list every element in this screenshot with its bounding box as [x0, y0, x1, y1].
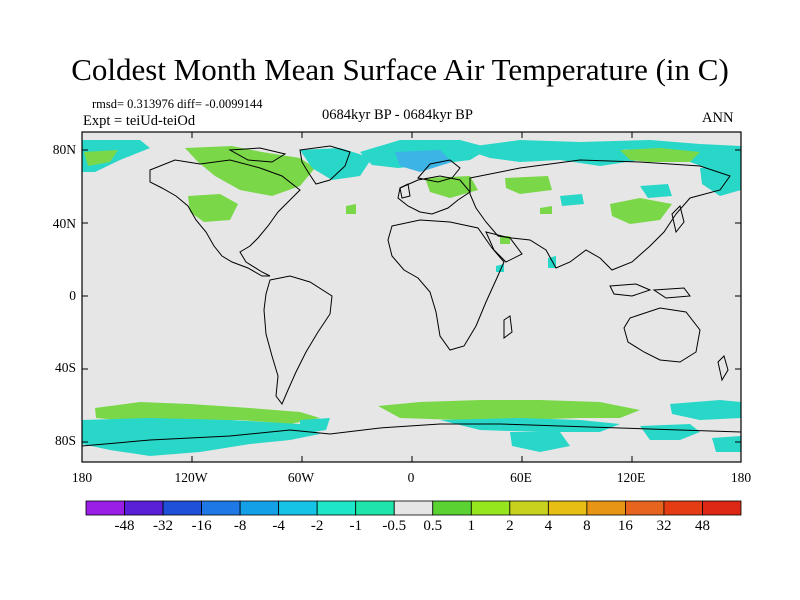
- lat-tick-label: 40N: [52, 216, 76, 231]
- lon-tick-label: 180: [730, 470, 752, 485]
- lon-tick-label: 120W: [174, 470, 208, 485]
- new-zealand-coast: [717, 355, 729, 382]
- anomaly-region-positive: [620, 148, 700, 162]
- lon-tick-label: 180: [71, 470, 93, 485]
- colorbar-label: -4: [272, 518, 285, 534]
- anomaly-region-positive: [185, 146, 315, 196]
- anomaly-region-positive: [188, 194, 238, 222]
- greenland-coast: [299, 145, 351, 185]
- colorbar-swatch: [316, 500, 357, 516]
- anomaly-region-positive: [378, 400, 640, 420]
- north-america-coast: [149, 159, 301, 277]
- colorbar-label: 0.5: [423, 518, 443, 534]
- axis-ticks: [82, 132, 741, 462]
- arctic-islands-coast: [228, 147, 287, 163]
- colorbar-swatch: [509, 500, 549, 516]
- colorbar-label: 1: [467, 518, 476, 534]
- colorbar-swatch: [586, 500, 626, 516]
- season-label: ANN: [702, 110, 734, 126]
- colorbar-label: 2: [506, 518, 514, 534]
- colorbar-swatch: [663, 500, 703, 516]
- colorbar-label: 4: [544, 518, 553, 534]
- anomaly-region-negative: [700, 166, 741, 196]
- anomaly-region-negative: [300, 418, 330, 434]
- colorbar-swatch: [470, 500, 511, 516]
- colorbar-label: 32: [656, 518, 672, 534]
- period-label: 0684kyr BP - 0684kyr BP: [322, 107, 473, 123]
- colorbar-label: -1: [349, 518, 362, 534]
- coastlines: [81, 145, 742, 447]
- colorbar-swatch: [393, 500, 434, 516]
- anomaly-region-positive: [346, 204, 356, 214]
- madagascar-coast: [503, 315, 513, 339]
- lon-tick-label: 0: [407, 470, 415, 485]
- colorbar-swatch: [702, 500, 742, 516]
- british-isles-coast: [399, 183, 411, 199]
- anomaly-region-negative: [510, 432, 570, 452]
- chart-title: Coldest Month Mean Surface Air Temperatu…: [71, 52, 729, 87]
- anomaly-region-negative: [460, 140, 640, 166]
- scandinavia-coast: [417, 159, 461, 183]
- lon-tick-label: 60W: [287, 470, 315, 485]
- anomaly-region-negative: [640, 424, 700, 440]
- colorbar-label: 16: [617, 518, 633, 534]
- africa-coast: [387, 219, 505, 351]
- lon-tick-label: 120E: [616, 470, 646, 485]
- anomaly-region-positive: [500, 236, 510, 244]
- colorbar-swatch: [625, 500, 665, 516]
- colorbar-label: -32: [153, 518, 174, 534]
- indonesia-coast: [609, 283, 652, 297]
- colorbar-swatch: [85, 500, 125, 516]
- south-america-coast: [263, 275, 333, 405]
- antarctica-coast: [81, 423, 742, 447]
- colorbar-swatch: [355, 500, 395, 516]
- anomaly-region-negative: [640, 184, 672, 198]
- colorbar-label: -8: [233, 518, 247, 534]
- colorbar-label: 8: [583, 518, 591, 534]
- arabia-coast: [485, 231, 523, 263]
- lat-tick-label: 80N: [52, 142, 76, 157]
- europe-coast: [397, 175, 471, 215]
- australia-coast: [623, 307, 701, 363]
- colorbar-swatch: [162, 500, 202, 516]
- new-guinea-coast: [652, 287, 691, 299]
- anomaly-region-negative: [300, 148, 372, 180]
- lat-tick-label: 80S: [54, 433, 76, 448]
- anomaly-region-negative: [560, 194, 584, 206]
- colorbar-swatch: [547, 500, 588, 516]
- anomaly-region-negative: [712, 436, 741, 452]
- japan-coast: [671, 205, 685, 234]
- asia-coast: [469, 159, 731, 271]
- rmsd-diff-label: rmsd= 0.313976 diff= -0.0099144: [92, 97, 263, 111]
- lon-tick-label: 60E: [510, 470, 532, 485]
- colorbar-label: -0.5: [382, 518, 407, 534]
- colorbar-label: 48: [694, 518, 710, 534]
- colorbar-swatch: [432, 500, 472, 516]
- colorbar: [85, 500, 742, 516]
- colorbar-swatch: [124, 500, 164, 516]
- anomaly-region-positive: [505, 176, 552, 194]
- anomaly-region-positive: [610, 198, 672, 224]
- experiment-label: Expt = teiUd-teiOd: [83, 113, 196, 129]
- colorbar-swatch: [278, 500, 318, 516]
- colorbar-label: -2: [310, 518, 324, 534]
- lat-tick-label: 40S: [54, 360, 76, 375]
- anomaly-region-negative: [670, 400, 741, 420]
- anomaly-region-positive: [84, 150, 118, 166]
- anomaly-region-negative: [395, 150, 452, 172]
- anomaly-region-positive: [540, 206, 552, 214]
- colorbar-label: -16: [191, 518, 212, 534]
- colorbar-swatch: [201, 500, 241, 516]
- lat-tick-label: 0: [69, 288, 76, 303]
- colorbar-label: -48: [114, 518, 135, 534]
- colorbar-swatch: [239, 500, 280, 516]
